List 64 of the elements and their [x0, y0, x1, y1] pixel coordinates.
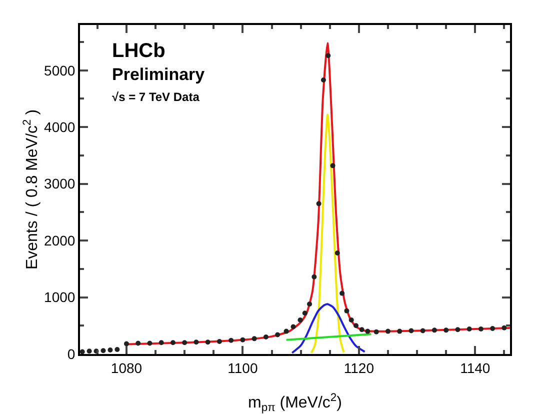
point: [80, 349, 85, 354]
x-tick-label: 1140: [460, 360, 490, 376]
point: [170, 340, 176, 346]
point: [136, 340, 141, 346]
point: [263, 334, 268, 340]
line-series: [291, 303, 366, 354]
point: [182, 340, 188, 346]
y-tick-label: 5000: [44, 62, 76, 78]
point: [298, 317, 303, 322]
point: [228, 338, 234, 343]
point: [420, 328, 426, 334]
point: [100, 348, 106, 354]
point: [359, 327, 364, 332]
point: [252, 336, 257, 342]
annotation: √s = 7 TeV Data: [112, 90, 200, 104]
point: [108, 348, 113, 353]
annotation: LHCb: [112, 40, 166, 62]
point: [307, 302, 312, 307]
x-axis-title: m$_{pπ}$ (MeV/c$^{2}$): [248, 392, 342, 414]
point: [334, 250, 340, 256]
y-tick-label: 4000: [44, 119, 76, 135]
point: [408, 328, 414, 334]
point: [354, 323, 359, 328]
point: [205, 340, 210, 345]
point: [340, 290, 345, 296]
y-tick-label: 0: [67, 346, 76, 362]
point: [330, 163, 336, 168]
point: [275, 332, 280, 338]
point: [147, 340, 152, 346]
point: [284, 328, 289, 334]
point: [385, 328, 390, 334]
point: [216, 339, 222, 344]
point: [374, 329, 379, 334]
point: [502, 325, 507, 330]
point: [290, 324, 296, 330]
point: [365, 328, 370, 334]
x-tick-label: 1120: [344, 360, 374, 376]
y-tick-label: 3000: [44, 176, 76, 192]
point: [124, 341, 129, 346]
point: [194, 340, 199, 345]
point: [326, 53, 331, 58]
point: [240, 337, 246, 342]
point: [316, 201, 322, 206]
point: [114, 346, 120, 352]
point: [86, 348, 92, 354]
point: [348, 317, 354, 322]
point: [302, 310, 308, 316]
point: [455, 327, 460, 332]
point: [432, 328, 437, 333]
x-tick-label: 1100: [228, 360, 258, 376]
point: [478, 326, 484, 332]
point: [397, 328, 402, 334]
point: [444, 328, 449, 333]
point: [466, 326, 472, 332]
x-tick-label: 1080: [110, 360, 142, 376]
y-tick-label: 2000: [44, 232, 76, 248]
point: [158, 340, 164, 346]
y-tick-label: 1000: [44, 289, 76, 306]
point: [490, 326, 496, 331]
point: [320, 78, 326, 83]
line-series: [310, 114, 345, 354]
point: [312, 274, 317, 280]
point: [344, 308, 350, 314]
annotation: Preliminary: [112, 65, 206, 84]
